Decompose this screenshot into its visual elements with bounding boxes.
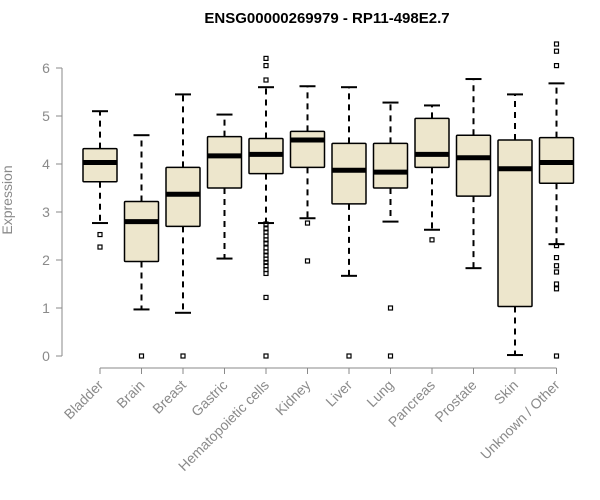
y-axis: 0 1 2 3 4 5 6: [42, 60, 63, 364]
iqr-box: [455, 134, 492, 197]
boxes-group: [82, 41, 575, 359]
x-tick-label: Liver: [322, 377, 355, 410]
y-tick-label: 1: [42, 300, 50, 316]
outlier-point: [263, 256, 269, 262]
x-tick-label: Bladder: [61, 377, 107, 423]
x-tick-label: Prostate: [431, 377, 479, 425]
outlier-point: [304, 258, 311, 264]
outlier-point: [553, 41, 560, 47]
x-tick-label: Lung: [363, 377, 396, 410]
box-skin: [497, 93, 533, 357]
iqr-box: [82, 147, 118, 183]
y-axis-label: Expression: [0, 165, 15, 234]
outlier-point: [263, 259, 269, 265]
outlier-point: [263, 237, 269, 243]
outlier-point: [263, 249, 269, 255]
iqr-box: [123, 200, 160, 263]
outlier-point: [387, 305, 394, 311]
outlier-point: [263, 62, 269, 69]
iqr-box: [206, 135, 243, 189]
iqr-box: [497, 139, 533, 308]
outlier-point: [263, 353, 269, 359]
outlier-point: [97, 231, 103, 238]
y-tick-label: 0: [42, 348, 50, 364]
outlier-point: [553, 269, 560, 275]
box-kidney: [289, 85, 326, 264]
outlier-point: [553, 48, 560, 54]
box-brain: [123, 134, 160, 359]
outlier-point: [553, 255, 560, 261]
outlier-point: [180, 353, 186, 359]
outlier-point: [263, 77, 269, 83]
x-tick-label: Brain: [113, 377, 147, 411]
outlier-point: [263, 240, 269, 246]
box-lung: [372, 101, 409, 359]
iqr-box: [372, 142, 409, 189]
box-gastric: [206, 113, 243, 260]
chart-title: ENSG00000269979 - RP11-498E2.7: [204, 10, 449, 27]
outlier-point: [263, 270, 269, 277]
y-tick-label: 2: [42, 252, 50, 268]
outlier-point: [97, 244, 103, 250]
outlier-point: [138, 353, 145, 359]
outlier-point: [553, 243, 560, 249]
box-prostate: [455, 78, 492, 270]
x-tick-label: Unknown / Other: [477, 377, 563, 463]
box-pancreas: [414, 104, 450, 243]
outlier-point: [304, 220, 311, 226]
x-tick-label: Breast: [149, 377, 189, 417]
box-unknown-other: [538, 41, 575, 359]
outlier-point: [263, 294, 269, 301]
outlier-point: [387, 353, 394, 359]
outlier-point: [553, 286, 560, 292]
outlier-point: [553, 353, 560, 359]
outlier-point: [553, 62, 560, 69]
iqr-box: [165, 166, 201, 228]
box-bladder: [82, 110, 118, 250]
outlier-point: [263, 221, 269, 227]
outlier-point: [346, 353, 352, 359]
outlier-point: [263, 226, 269, 232]
box-liver: [331, 86, 367, 359]
box-hematopoietic-cells: [248, 55, 284, 359]
x-tick-label: Skin: [491, 377, 522, 408]
y-tick-label: 6: [42, 60, 50, 76]
y-tick-label: 3: [42, 204, 50, 220]
outlier-point: [553, 281, 560, 287]
outlier-point: [553, 263, 560, 269]
y-tick-label: 4: [42, 156, 50, 172]
iqr-box: [331, 142, 367, 205]
outlier-point: [263, 55, 269, 62]
iqr-box: [414, 117, 450, 169]
y-tick-label: 5: [42, 108, 50, 124]
outlier-point: [429, 237, 435, 243]
iqr-box: [289, 130, 326, 169]
box-breast: [165, 93, 201, 359]
x-tick-label: Kidney: [272, 377, 314, 419]
